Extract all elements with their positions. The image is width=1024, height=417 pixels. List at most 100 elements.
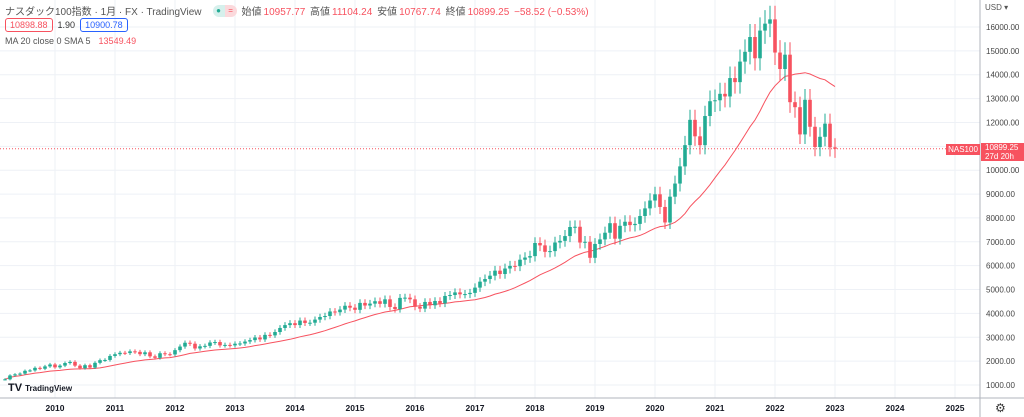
candle	[528, 250, 532, 263]
candle	[78, 364, 82, 370]
candle	[558, 234, 562, 249]
candle	[348, 302, 352, 312]
candle	[548, 245, 552, 258]
candle-body	[103, 359, 107, 361]
candle-body	[38, 367, 42, 369]
candle	[23, 369, 27, 375]
candle-body	[113, 354, 117, 356]
candle-body	[628, 221, 632, 226]
candle-body	[443, 295, 447, 304]
candle-body	[713, 100, 717, 102]
candle-body	[138, 351, 142, 355]
candle-body	[668, 196, 672, 223]
candle-body	[88, 365, 92, 368]
candle-body	[498, 270, 502, 275]
candle	[778, 40, 782, 81]
candle	[568, 220, 572, 243]
currency-dropdown[interactable]: USD ▾	[985, 3, 1009, 12]
candle-body	[123, 352, 127, 354]
candle	[753, 24, 757, 71]
candle-body	[298, 320, 302, 326]
candle	[648, 193, 652, 216]
candle-body	[578, 226, 582, 243]
candle-body	[68, 361, 72, 364]
candle-body	[418, 306, 422, 309]
candle-body	[483, 279, 487, 282]
currency-label: USD	[985, 3, 1002, 12]
candle-body	[193, 343, 197, 349]
candle-body	[268, 334, 272, 336]
candle	[233, 341, 237, 348]
candle-body	[283, 325, 287, 328]
candle-body	[603, 232, 607, 240]
candle-body	[703, 116, 707, 146]
candle-body	[153, 356, 157, 358]
bid-ask: 10898.88 1.90 10900.78	[5, 18, 128, 32]
tradingview-logo[interactable]: TV TradingView	[8, 382, 72, 394]
ma-legend[interactable]: MA 20 close 0 SMA 5 13549.49	[5, 36, 136, 46]
candle-body	[248, 340, 252, 342]
high-value: 11104.24	[332, 7, 373, 18]
candle	[478, 277, 482, 292]
candle-body	[258, 337, 262, 340]
candle-body	[828, 123, 832, 148]
y-tick-label: 4000.00	[986, 309, 1015, 318]
candle-body	[538, 242, 542, 246]
candle	[683, 135, 687, 175]
candle	[3, 378, 7, 381]
candle-body	[333, 311, 337, 313]
candle	[823, 113, 827, 147]
candle	[688, 109, 692, 155]
candle-body	[803, 99, 807, 135]
candle-body	[188, 342, 192, 344]
candle	[538, 237, 542, 252]
candle	[18, 372, 22, 376]
candle	[553, 236, 557, 257]
candle-body	[393, 306, 397, 310]
candle-body	[233, 343, 237, 346]
candle-body	[348, 305, 352, 308]
candle-body	[468, 292, 472, 295]
candle-body	[493, 270, 497, 276]
candle	[93, 361, 97, 370]
candle	[798, 96, 802, 145]
candle	[263, 332, 267, 342]
candle-body	[98, 360, 102, 363]
candle	[818, 127, 822, 157]
candle-body	[673, 183, 677, 197]
candle	[133, 349, 137, 354]
candle	[593, 238, 597, 264]
candle-body	[798, 107, 802, 135]
candle	[143, 350, 147, 357]
candle	[828, 113, 832, 157]
candle	[523, 252, 527, 265]
candle-body	[778, 52, 782, 70]
x-tick-label: 2012	[166, 403, 185, 413]
y-tick-label: 12000.00	[986, 118, 1020, 127]
candle	[768, 5, 772, 38]
x-tick-label: 2019	[586, 403, 605, 413]
candle	[98, 358, 102, 365]
candle-body	[288, 323, 292, 326]
chart-legend: ナスダック100指数 · 1月 · FX · TradingView ● = 始値…	[5, 3, 591, 18]
candle-body	[53, 364, 57, 368]
candle-body	[593, 243, 597, 258]
settings-gear-icon[interactable]: ⚙	[995, 401, 1006, 415]
candle	[13, 373, 17, 377]
candle-body	[488, 275, 492, 280]
bar-countdown: 27d 20h	[985, 152, 1014, 161]
candle-body	[43, 366, 47, 369]
symbol-title[interactable]: ナスダック100指数 · 1月 · FX · TradingView	[5, 7, 202, 18]
candle	[38, 366, 42, 371]
buy-button[interactable]: 10900.78	[80, 18, 128, 32]
candle	[738, 49, 742, 94]
candle-body	[788, 54, 792, 103]
candle	[73, 360, 77, 368]
candle	[298, 317, 302, 329]
sell-button[interactable]: 10898.88	[5, 18, 53, 32]
candle	[398, 294, 402, 313]
candle-body	[273, 332, 277, 336]
candle-body	[783, 54, 787, 70]
candle	[163, 351, 167, 357]
